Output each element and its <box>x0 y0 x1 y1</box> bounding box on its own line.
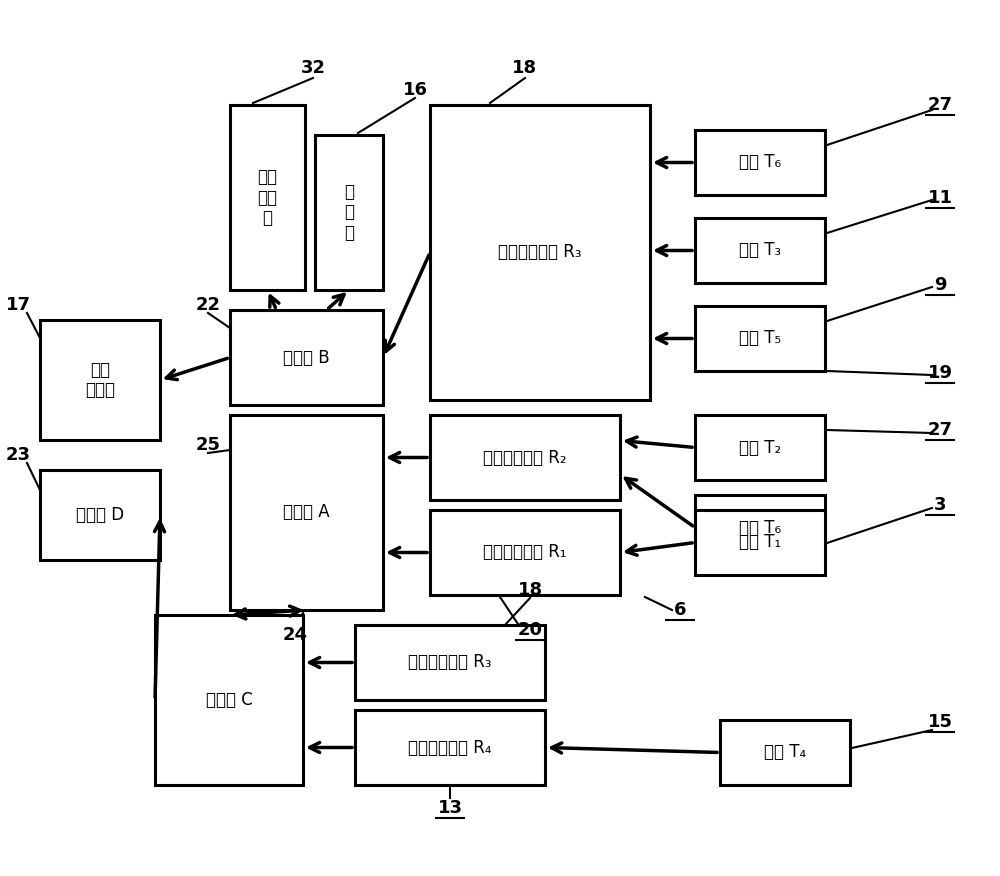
Bar <box>355 710 545 785</box>
Text: 20: 20 <box>518 621 542 639</box>
Text: 6: 6 <box>674 601 686 619</box>
Text: 24: 24 <box>283 626 308 644</box>
Text: 语音
播报
器: 语音 播报 器 <box>258 167 278 227</box>
Text: 标签 T₆: 标签 T₆ <box>739 153 781 172</box>
Bar <box>315 135 383 290</box>
Text: 标签 T₂: 标签 T₂ <box>739 439 781 456</box>
Text: 服务器 D: 服务器 D <box>76 506 124 524</box>
Text: 一体化阅读器 R₃: 一体化阅读器 R₃ <box>498 244 582 262</box>
Text: 9: 9 <box>934 276 946 294</box>
Bar <box>40 320 160 440</box>
Bar <box>230 310 383 405</box>
Text: 17: 17 <box>6 296 30 314</box>
Bar <box>40 470 160 560</box>
Bar <box>695 415 825 480</box>
Text: 服务器 B: 服务器 B <box>283 349 330 366</box>
Text: 液晶
显示区: 液晶 显示区 <box>85 361 115 399</box>
Text: 32: 32 <box>300 59 326 77</box>
Text: 一体化阅读器 R₄: 一体化阅读器 R₄ <box>408 738 492 757</box>
Text: 标签 T₅: 标签 T₅ <box>739 329 781 348</box>
Text: 服务器 A: 服务器 A <box>283 504 330 521</box>
Text: 标签 T₄: 标签 T₄ <box>764 744 806 761</box>
Text: 27: 27 <box>928 96 952 114</box>
Text: 25: 25 <box>196 436 220 454</box>
Text: 23: 23 <box>6 446 30 464</box>
Text: 19: 19 <box>928 364 952 382</box>
Bar <box>695 218 825 283</box>
Text: 13: 13 <box>438 799 462 817</box>
Bar <box>230 105 305 290</box>
Text: 扫
码
区: 扫 码 区 <box>344 183 354 243</box>
Text: 一体化阅读器 R₁: 一体化阅读器 R₁ <box>483 543 567 562</box>
Text: 标签 T₆: 标签 T₆ <box>739 519 781 536</box>
Text: 服务器 C: 服务器 C <box>206 691 252 709</box>
Text: 15: 15 <box>928 713 952 731</box>
Bar <box>695 510 825 575</box>
Bar <box>155 615 303 785</box>
Bar <box>695 495 825 560</box>
Bar <box>720 720 850 785</box>
Text: 27: 27 <box>928 421 952 439</box>
Text: 一体化阅读器 R₃: 一体化阅读器 R₃ <box>408 653 492 672</box>
Text: 18: 18 <box>512 59 538 77</box>
Text: 16: 16 <box>402 81 428 99</box>
Text: 11: 11 <box>928 189 952 207</box>
Text: 标签 T₃: 标签 T₃ <box>739 242 781 259</box>
Bar <box>430 510 620 595</box>
Text: 一体化阅读器 R₂: 一体化阅读器 R₂ <box>483 449 567 467</box>
Text: 18: 18 <box>517 581 543 599</box>
Bar <box>230 415 383 610</box>
Text: 22: 22 <box>196 296 220 314</box>
Text: 标签 T₁: 标签 T₁ <box>739 533 781 552</box>
Bar <box>695 306 825 371</box>
Bar <box>355 625 545 700</box>
Text: 3: 3 <box>934 496 946 514</box>
Bar <box>695 130 825 195</box>
Bar <box>430 415 620 500</box>
Bar <box>430 105 650 400</box>
